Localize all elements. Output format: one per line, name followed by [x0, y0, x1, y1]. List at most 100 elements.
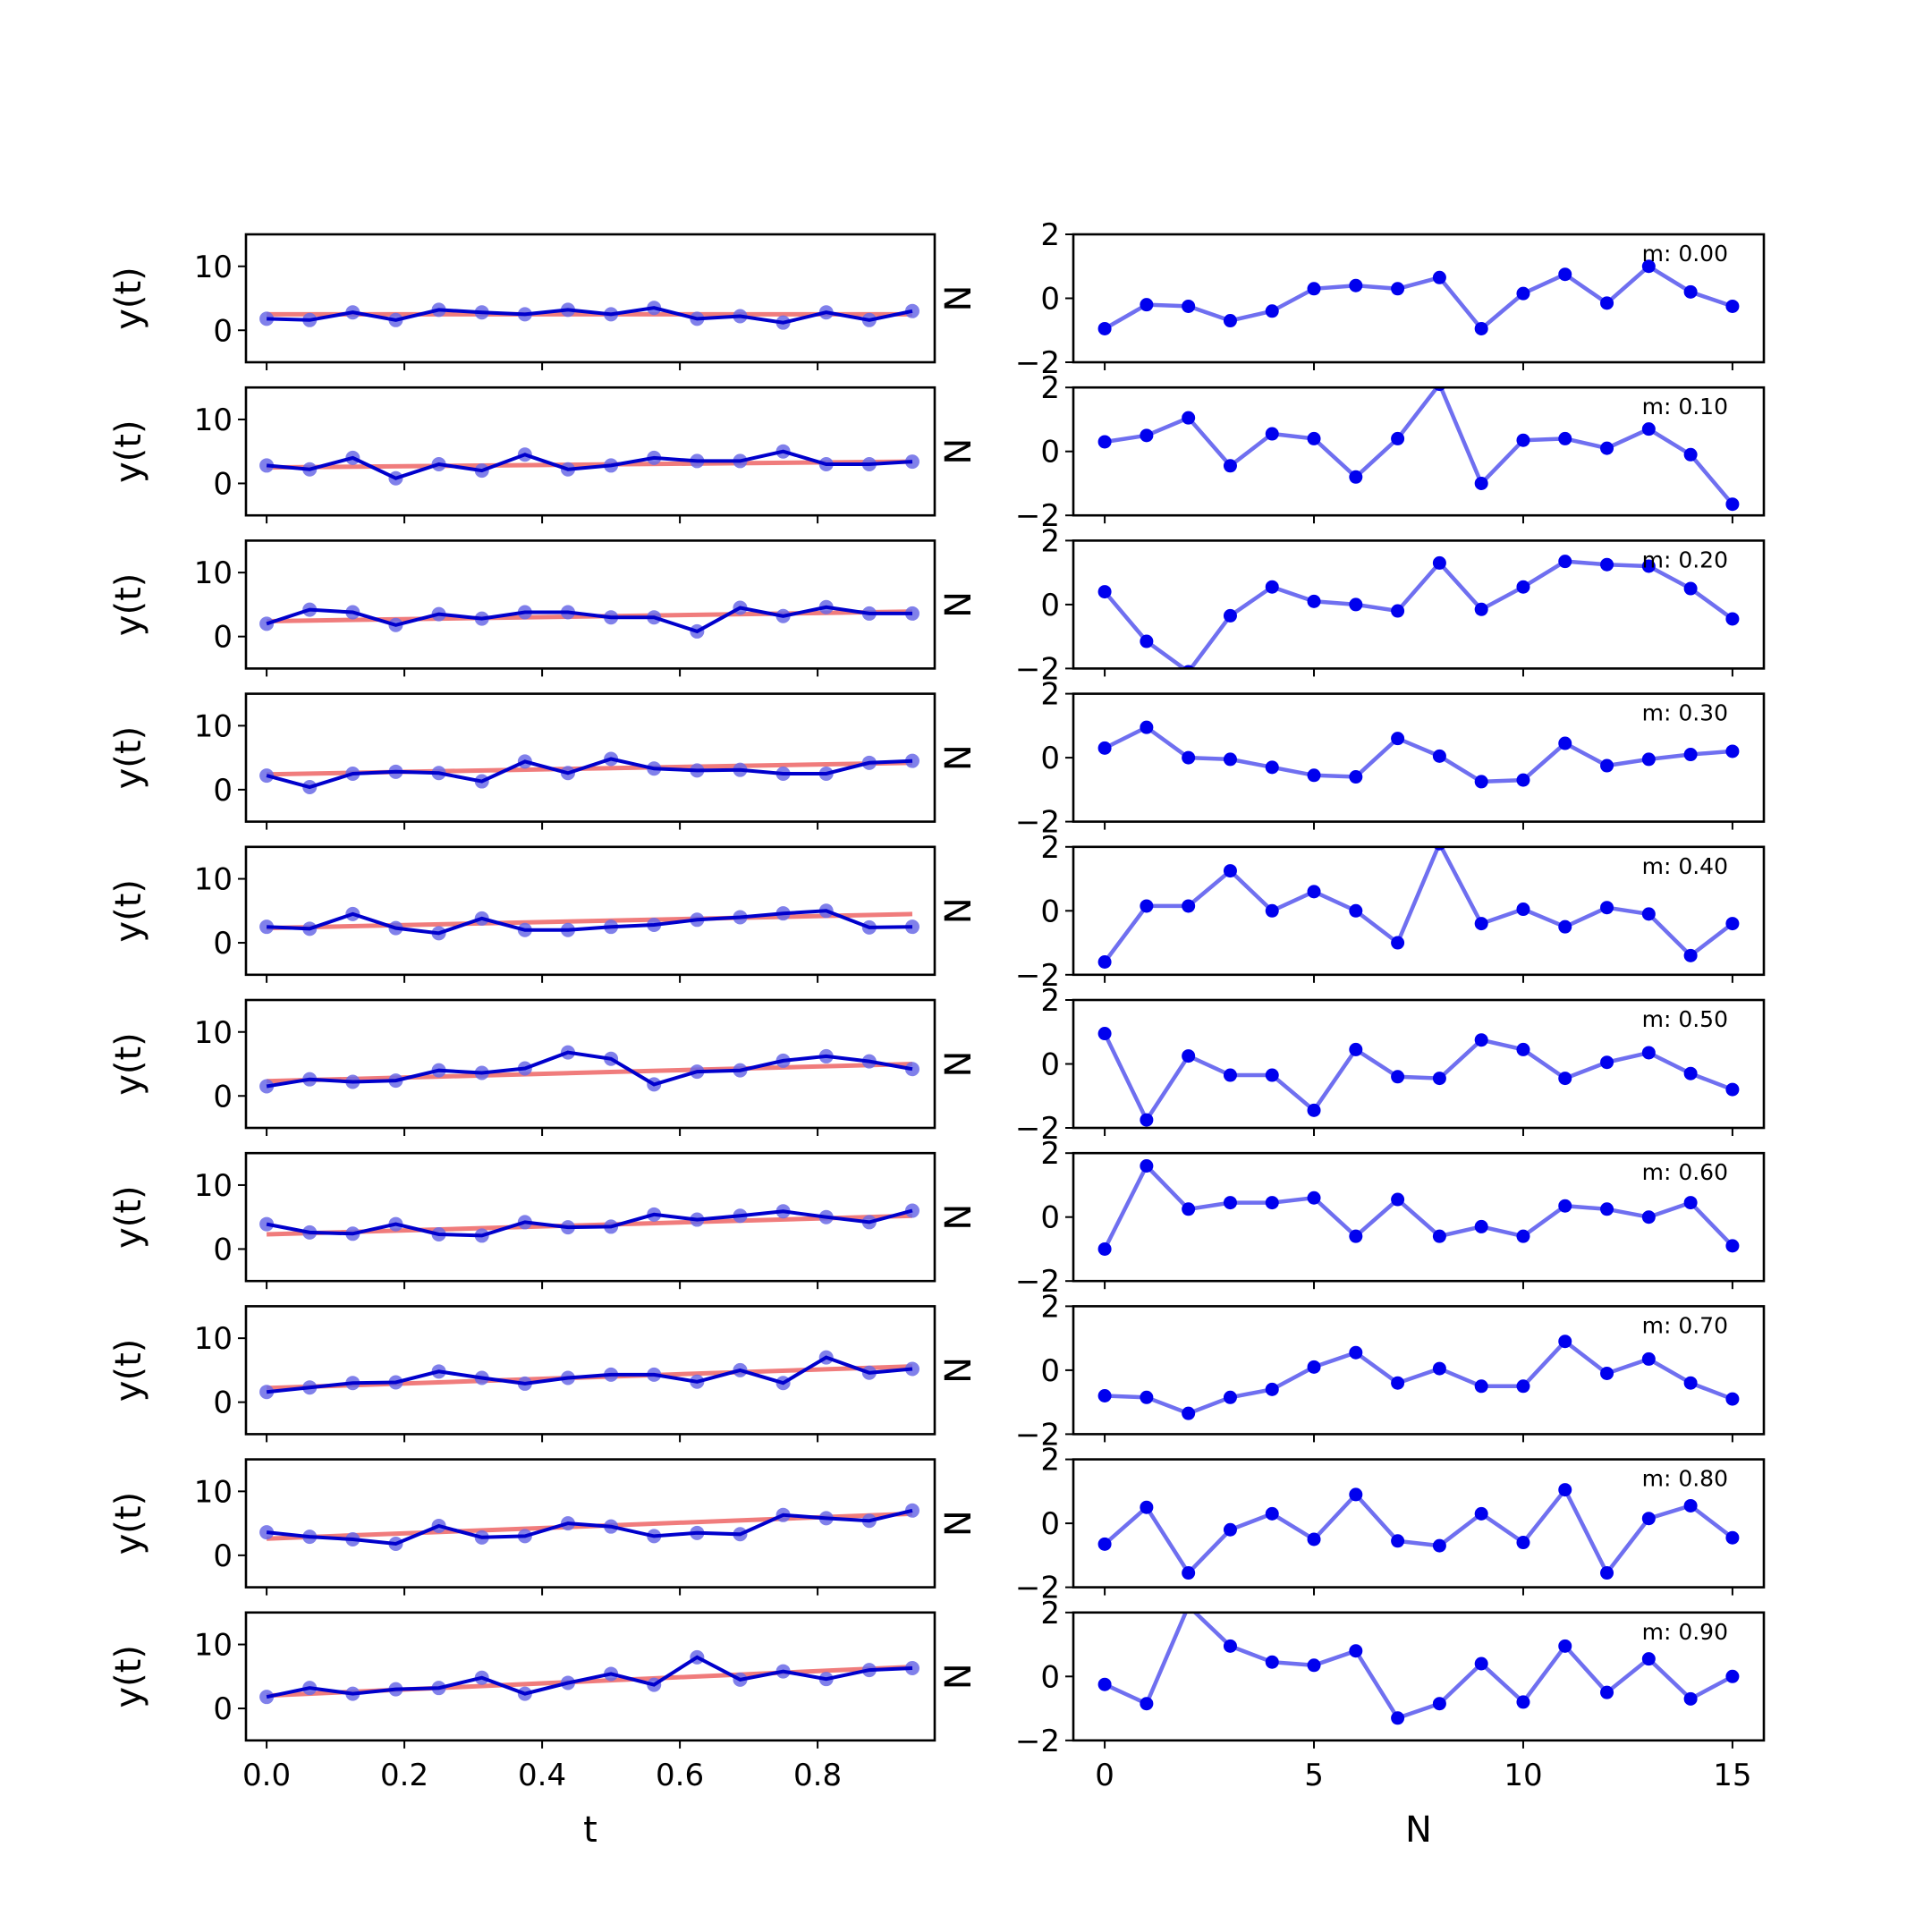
- right-panel-frame: [1072, 539, 1766, 670]
- left-panel-frame: [244, 1611, 936, 1742]
- right-y-tick-label: 0: [1040, 741, 1060, 776]
- left-x-tick-label: 0.6: [656, 1758, 704, 1793]
- residual-point: [1725, 1082, 1740, 1097]
- left-panel-1: 0 10 y(t): [108, 386, 936, 524]
- residual-point: [1474, 321, 1488, 335]
- right-panel-frame: [1072, 386, 1766, 517]
- residual-point: [1140, 1390, 1154, 1404]
- right-y-axis-label: N: [938, 744, 979, 771]
- right-plot-area: [1097, 259, 1740, 335]
- residual-point: [1349, 770, 1363, 784]
- residual-point: [1641, 559, 1656, 573]
- right-y-axis-label: N: [938, 285, 979, 312]
- residual-point: [1683, 447, 1698, 462]
- residual-point: [1558, 1199, 1572, 1213]
- left-plot-area: [259, 599, 919, 639]
- residual-point: [1182, 1406, 1196, 1420]
- residual-point: [1725, 497, 1740, 512]
- residual-point: [1558, 1335, 1572, 1349]
- observation-point: [259, 311, 275, 326]
- residual-point: [1140, 298, 1154, 312]
- left-y-tick-label: 0: [213, 773, 233, 809]
- right-panel-2: −2 0 2 m: 0.20 N: [938, 523, 1766, 687]
- observation-line: [266, 757, 913, 790]
- left-y-tick-label: 0: [213, 313, 233, 349]
- residual-line: [1104, 387, 1734, 506]
- residual-point: [1558, 736, 1572, 750]
- right-plot-area: [1097, 1027, 1740, 1127]
- residual-line: [1103, 846, 1734, 963]
- residual-point: [1265, 1382, 1279, 1396]
- right-y-tick-label: −2: [1015, 651, 1060, 687]
- right-y-tick-label: −2: [1015, 345, 1060, 381]
- residual-point: [1474, 1657, 1488, 1671]
- left-plot-area: [259, 444, 919, 486]
- right-panel-frame: [1072, 1305, 1766, 1436]
- residual-point: [1600, 1055, 1614, 1070]
- m-label: m: 0.00: [1642, 241, 1728, 267]
- left-x-tick-label: 0.2: [380, 1758, 428, 1793]
- residual-point: [1516, 773, 1530, 787]
- left-x-tick-label: 0.8: [793, 1758, 842, 1793]
- residual-point: [1349, 1345, 1363, 1360]
- residual-point: [1265, 1068, 1279, 1082]
- right-y-tick-label: 0: [1040, 282, 1060, 318]
- right-panel-frame: [1072, 692, 1766, 823]
- left-panel-8: 0 10 y(t): [108, 1458, 936, 1596]
- residual-point: [1725, 744, 1740, 758]
- residual-point: [1558, 555, 1572, 569]
- observation-line: [266, 1508, 913, 1546]
- residual-point: [1725, 1239, 1740, 1253]
- m-label: m: 0.90: [1642, 1619, 1728, 1645]
- left-plot-area: [259, 301, 919, 330]
- right-y-tick-label: 2: [1040, 1596, 1060, 1631]
- right-y-tick-label: −2: [1015, 1571, 1060, 1606]
- residual-point: [1140, 899, 1154, 913]
- residual-point: [1474, 476, 1488, 490]
- residual-point: [1265, 1506, 1279, 1521]
- observation-point: [259, 1385, 275, 1400]
- residual-line: [1103, 1032, 1733, 1124]
- residual-point: [1600, 1566, 1614, 1580]
- right-y-tick-label: 0: [1040, 588, 1060, 623]
- residual-point: [1140, 1500, 1154, 1514]
- left-panel-5: 0 10 y(t): [108, 998, 936, 1136]
- residual-point: [1683, 748, 1698, 762]
- observation-line: [266, 449, 913, 480]
- left-panel-frame: [244, 692, 936, 823]
- residual-point: [1725, 917, 1740, 931]
- residual-point: [1140, 1697, 1154, 1711]
- residual-point: [1223, 1390, 1237, 1404]
- residual-point: [1349, 903, 1363, 918]
- residual-point: [1516, 902, 1530, 917]
- observation-line: [267, 909, 913, 936]
- residual-point: [1516, 1229, 1530, 1243]
- right-panel-frame: [1072, 1611, 1766, 1742]
- right-panel-frame: [1072, 845, 1766, 977]
- residual-point: [1516, 1379, 1530, 1394]
- residual-line: [1103, 264, 1733, 332]
- left-y-tick-label: 10: [194, 1168, 233, 1204]
- residual-point: [1349, 1229, 1363, 1243]
- residual-line: [1103, 1486, 1734, 1577]
- left-panel-7: 0 10 y(t): [108, 1305, 936, 1443]
- residual-point: [1558, 431, 1572, 445]
- observation-line: [266, 605, 912, 634]
- m-label: m: 0.60: [1642, 1159, 1728, 1185]
- residual-point: [1265, 1655, 1279, 1669]
- residual-point: [1307, 885, 1321, 899]
- residual-point: [1558, 1639, 1572, 1653]
- right-plot-area: [1097, 1612, 1740, 1725]
- left-y-tick-label: 10: [194, 1015, 233, 1051]
- residual-point: [1349, 1042, 1363, 1056]
- residual-point: [1140, 1113, 1154, 1127]
- residual-point: [1182, 750, 1196, 765]
- residual-point: [1223, 1522, 1237, 1537]
- residual-point: [1432, 270, 1446, 284]
- residual-point: [1097, 321, 1112, 335]
- right-x-axis-label: N: [1405, 1809, 1432, 1851]
- right-x-tick-label: 0: [1095, 1758, 1114, 1793]
- residual-point: [1600, 557, 1614, 572]
- right-y-tick-label: 0: [1040, 1353, 1060, 1389]
- residual-point: [1265, 760, 1279, 775]
